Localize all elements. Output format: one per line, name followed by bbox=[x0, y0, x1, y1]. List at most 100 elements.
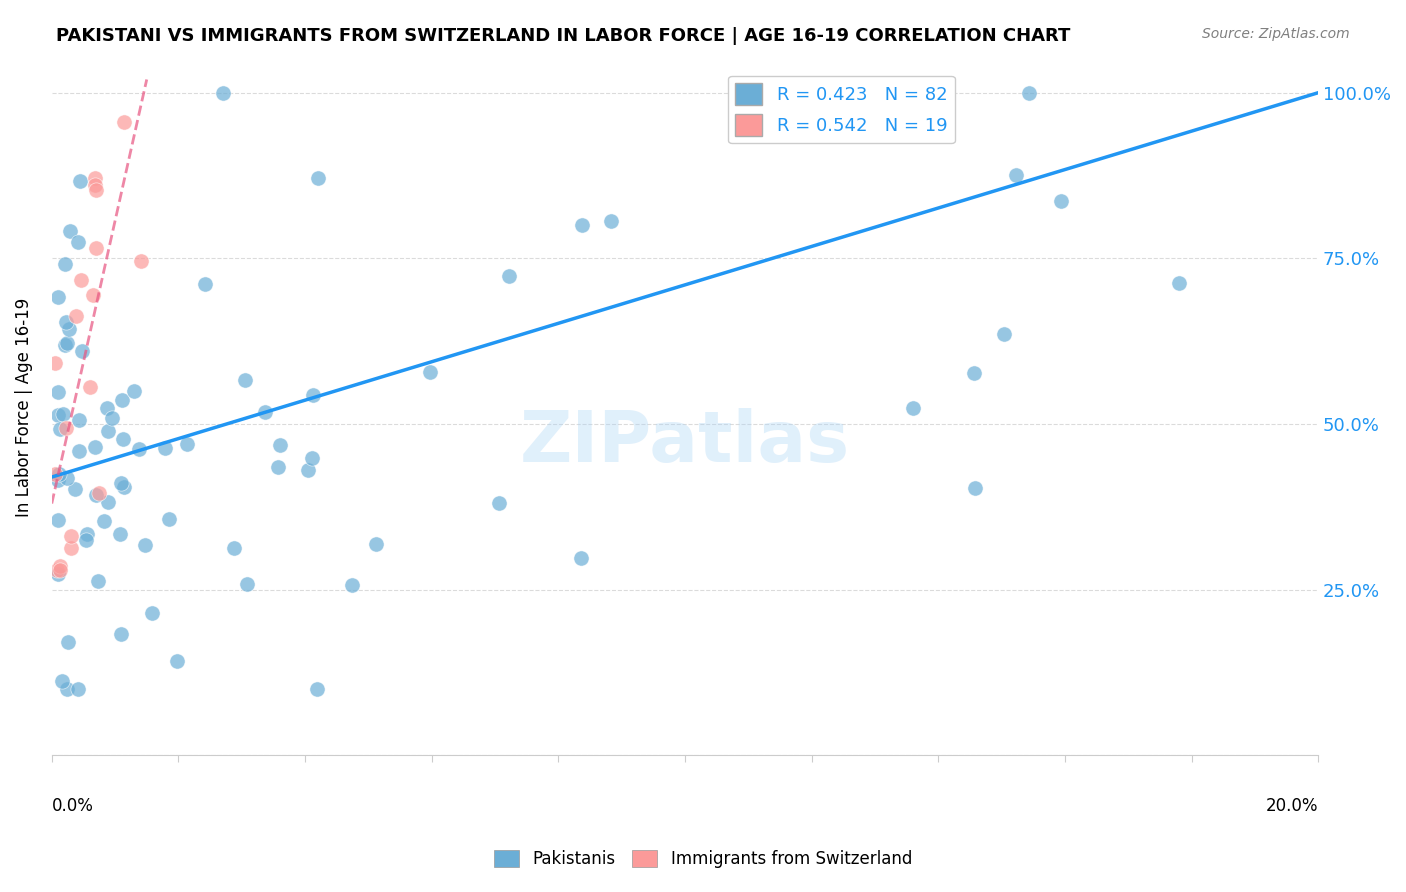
Point bbox=[224, 541, 246, 556]
Point bbox=[55, 421, 77, 435]
Point bbox=[301, 451, 323, 466]
Point bbox=[823, 86, 845, 100]
Point bbox=[110, 476, 132, 491]
Point bbox=[269, 438, 291, 452]
Legend: Pakistanis, Immigrants from Switzerland: Pakistanis, Immigrants from Switzerland bbox=[488, 843, 918, 875]
Point bbox=[51, 673, 73, 688]
Point bbox=[1018, 86, 1040, 100]
Point bbox=[70, 343, 93, 358]
Point bbox=[212, 86, 235, 100]
Point bbox=[128, 442, 150, 457]
Point bbox=[340, 578, 363, 592]
Point bbox=[307, 682, 329, 697]
Point bbox=[747, 86, 769, 100]
Point bbox=[84, 241, 107, 255]
Point bbox=[46, 408, 69, 422]
Point bbox=[76, 527, 98, 541]
Point bbox=[48, 467, 70, 481]
Point bbox=[307, 170, 329, 185]
Point bbox=[55, 315, 77, 329]
Point bbox=[110, 627, 132, 641]
Point bbox=[46, 513, 69, 527]
Point bbox=[69, 272, 91, 286]
Point bbox=[87, 574, 110, 588]
Point bbox=[235, 373, 257, 387]
Point bbox=[111, 432, 134, 446]
Point bbox=[44, 356, 66, 370]
Point bbox=[46, 384, 69, 399]
Point bbox=[48, 422, 70, 436]
Point bbox=[129, 253, 152, 268]
Point bbox=[96, 401, 118, 416]
Point bbox=[53, 257, 76, 271]
Point bbox=[112, 480, 135, 494]
Point bbox=[96, 424, 118, 438]
Point bbox=[84, 183, 107, 197]
Point bbox=[75, 533, 97, 548]
Point bbox=[83, 440, 105, 454]
Point bbox=[48, 558, 70, 573]
Point bbox=[153, 441, 176, 455]
Point bbox=[157, 511, 180, 525]
Point bbox=[134, 539, 156, 553]
Point bbox=[84, 170, 107, 185]
Point bbox=[297, 462, 319, 476]
Point bbox=[84, 488, 107, 502]
Point bbox=[52, 407, 75, 421]
Point bbox=[176, 437, 198, 451]
Point bbox=[901, 401, 924, 415]
Point bbox=[141, 606, 163, 620]
Point bbox=[963, 366, 986, 380]
Point bbox=[79, 380, 101, 394]
Point bbox=[97, 495, 120, 509]
Point bbox=[56, 682, 79, 697]
Point bbox=[110, 392, 132, 407]
Point bbox=[60, 529, 83, 543]
Point bbox=[93, 515, 115, 529]
Text: PAKISTANI VS IMMIGRANTS FROM SWITZERLAND IN LABOR FORCE | AGE 16-19 CORRELATION : PAKISTANI VS IMMIGRANTS FROM SWITZERLAND… bbox=[56, 27, 1070, 45]
Point bbox=[84, 178, 107, 192]
Point bbox=[65, 310, 87, 324]
Point bbox=[965, 481, 987, 495]
Point bbox=[46, 473, 69, 487]
Point bbox=[46, 290, 69, 304]
Point bbox=[419, 365, 441, 379]
Point bbox=[1005, 168, 1028, 182]
Point bbox=[63, 483, 86, 497]
Point bbox=[236, 577, 259, 591]
Point bbox=[498, 268, 520, 283]
Point bbox=[1168, 277, 1191, 291]
Point bbox=[67, 444, 90, 458]
Point bbox=[922, 86, 945, 100]
Text: 20.0%: 20.0% bbox=[1265, 797, 1319, 815]
Y-axis label: In Labor Force | Age 16-19: In Labor Force | Age 16-19 bbox=[15, 298, 32, 517]
Point bbox=[69, 174, 91, 188]
Point bbox=[108, 527, 131, 541]
Point bbox=[66, 682, 89, 697]
Point bbox=[301, 388, 323, 402]
Point bbox=[53, 338, 76, 352]
Point bbox=[66, 235, 89, 250]
Point bbox=[56, 471, 79, 485]
Point bbox=[87, 486, 110, 500]
Point bbox=[267, 460, 290, 475]
Text: Source: ZipAtlas.com: Source: ZipAtlas.com bbox=[1202, 27, 1350, 41]
Point bbox=[101, 410, 124, 425]
Point bbox=[124, 384, 146, 398]
Point bbox=[59, 224, 82, 238]
Point bbox=[44, 467, 66, 481]
Point bbox=[571, 218, 593, 232]
Text: 0.0%: 0.0% bbox=[52, 797, 94, 815]
Point bbox=[59, 541, 82, 556]
Point bbox=[569, 550, 592, 565]
Point bbox=[253, 405, 276, 419]
Point bbox=[488, 495, 510, 509]
Point bbox=[82, 288, 104, 302]
Point bbox=[49, 563, 72, 577]
Point bbox=[193, 277, 215, 292]
Point bbox=[67, 412, 90, 426]
Text: ZIPatlas: ZIPatlas bbox=[520, 408, 851, 476]
Point bbox=[56, 336, 79, 351]
Point bbox=[58, 635, 80, 649]
Point bbox=[166, 654, 188, 668]
